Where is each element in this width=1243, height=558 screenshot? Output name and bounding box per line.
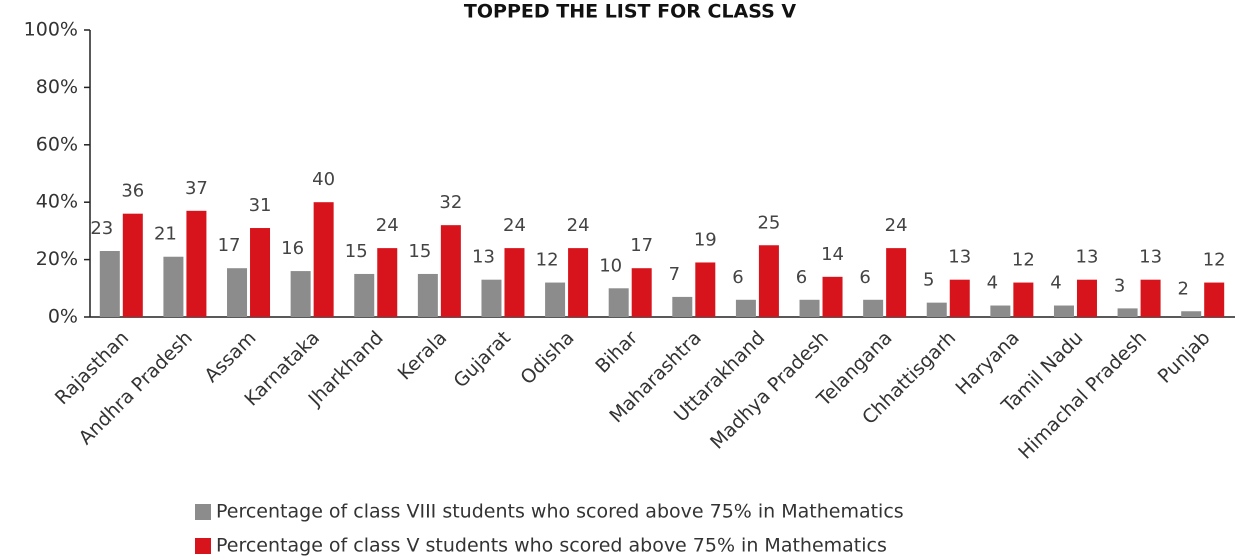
value-label: 12 <box>1012 250 1035 271</box>
value-label: 23 <box>90 218 113 239</box>
x-tick-label: Andhra Pradesh <box>75 327 197 449</box>
value-label: 6 <box>859 267 870 288</box>
bar <box>354 273 375 317</box>
y-tick-label: 20% <box>36 248 78 270</box>
y-tick-label: 100% <box>24 19 78 41</box>
x-tick-label: Himachal Pradesh <box>1014 327 1151 464</box>
value-label: 24 <box>503 215 526 236</box>
bar <box>926 302 947 317</box>
bar <box>949 279 970 317</box>
value-label: 31 <box>249 195 272 216</box>
bar <box>481 279 502 317</box>
y-tick-label: 40% <box>36 191 78 213</box>
value-label: 19 <box>694 229 717 250</box>
bar <box>695 262 716 317</box>
bar <box>568 248 589 317</box>
y-tick-label: 0% <box>48 306 78 328</box>
bar <box>186 210 207 317</box>
value-label: 17 <box>630 235 653 256</box>
value-label: 21 <box>154 224 177 245</box>
bar <box>1076 279 1097 317</box>
y-tick-label: 60% <box>36 133 78 155</box>
value-label: 10 <box>599 255 622 276</box>
value-label: 24 <box>567 215 590 236</box>
bar <box>631 268 652 317</box>
value-label: 13 <box>1076 247 1099 268</box>
value-label: 2 <box>1177 278 1188 299</box>
x-tick-label: Odisha <box>516 327 578 389</box>
legend-label: Percentage of class VIII students who sc… <box>216 501 904 523</box>
value-label: 25 <box>757 212 780 233</box>
y-tick-label: 80% <box>36 76 78 98</box>
bar <box>99 250 120 317</box>
chart-title: TOPPED THE LIST FOR CLASS V <box>464 1 796 23</box>
value-label: 13 <box>948 247 971 268</box>
value-label: 16 <box>281 238 304 259</box>
bar <box>758 245 779 317</box>
x-tick-label: Bihar <box>591 327 642 378</box>
bar <box>1181 311 1202 317</box>
legend-label: Percentage of class V students who score… <box>216 535 887 557</box>
bar <box>163 256 184 317</box>
x-tick-label: Assam <box>200 327 260 387</box>
x-tick-label: Kerala <box>394 327 452 385</box>
value-label: 15 <box>408 241 431 262</box>
value-label: 12 <box>1203 250 1226 271</box>
bar <box>1053 305 1074 317</box>
bar <box>504 248 525 317</box>
value-label: 7 <box>669 264 680 285</box>
bar <box>417 273 438 317</box>
bar <box>1117 308 1138 317</box>
value-label: 24 <box>376 215 399 236</box>
value-label: 14 <box>821 244 844 265</box>
bar <box>1013 282 1034 317</box>
bar <box>122 213 143 317</box>
bar <box>227 268 248 317</box>
value-label: 13 <box>472 247 495 268</box>
bar <box>377 248 398 317</box>
bar <box>545 282 566 317</box>
value-label: 4 <box>1050 273 1061 294</box>
bar <box>250 228 271 317</box>
bar <box>290 271 311 317</box>
legend-swatch <box>195 504 211 520</box>
x-tick-label: Punjab <box>1154 327 1215 388</box>
x-tick-label: Madhya Pradesh <box>706 327 833 454</box>
value-label: 17 <box>218 235 241 256</box>
bar <box>608 288 629 317</box>
bar <box>735 299 756 317</box>
x-tick-label: Gujarat <box>449 327 514 392</box>
value-label: 12 <box>536 250 559 271</box>
bar <box>863 299 884 317</box>
bar <box>1140 279 1161 317</box>
value-label: 32 <box>439 192 462 213</box>
bar <box>1204 282 1225 317</box>
value-label: 37 <box>185 178 208 199</box>
bar <box>672 296 693 317</box>
value-label: 24 <box>885 215 908 236</box>
value-label: 5 <box>923 270 934 291</box>
value-label: 36 <box>121 181 144 202</box>
value-label: 6 <box>796 267 807 288</box>
bar <box>886 248 907 317</box>
value-label: 40 <box>312 169 335 190</box>
value-label: 13 <box>1139 247 1162 268</box>
value-label: 6 <box>732 267 743 288</box>
value-label: 3 <box>1114 275 1125 296</box>
value-label: 15 <box>345 241 368 262</box>
bar <box>822 276 843 317</box>
bar <box>990 305 1011 317</box>
bar <box>799 299 820 317</box>
bar <box>313 202 334 317</box>
legend-swatch <box>195 538 211 554</box>
bar <box>440 225 461 317</box>
value-label: 4 <box>987 273 998 294</box>
